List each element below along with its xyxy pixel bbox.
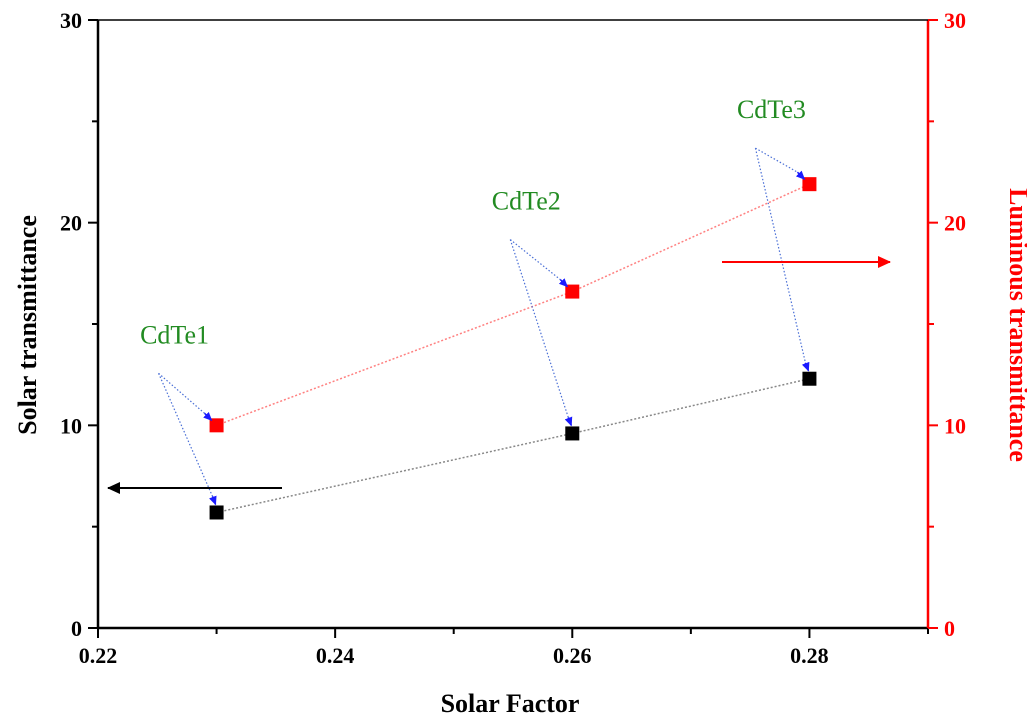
leader-arrow bbox=[801, 361, 810, 372]
x-tick-label: 0.24 bbox=[316, 643, 355, 668]
annotation-label: CdTe2 bbox=[492, 187, 561, 216]
x-axis-title: Solar Factor bbox=[441, 689, 580, 718]
series-line bbox=[216, 377, 810, 514]
leader-line bbox=[754, 148, 807, 363]
leader-line bbox=[158, 373, 214, 497]
y2-tick-label: 0 bbox=[944, 616, 955, 641]
leader-arrow bbox=[795, 170, 806, 180]
leader-line bbox=[158, 372, 205, 414]
plot-frame: 0.22 0.24 0.26 0.28 0 10 20 30 0 10 20 30 bbox=[60, 8, 966, 668]
x-tick-label: 0.28 bbox=[790, 643, 829, 668]
y-tick-label: 0 bbox=[71, 616, 82, 641]
leader-line bbox=[509, 239, 569, 418]
leader-arrow bbox=[209, 495, 217, 506]
data-point bbox=[565, 426, 580, 441]
annotations: CdTe1 CdTe2 CdTe3 bbox=[107, 95, 891, 506]
data-point bbox=[802, 177, 817, 192]
y2-tick-label: 20 bbox=[944, 211, 966, 236]
series-line bbox=[216, 183, 810, 427]
y2-tick-label: 30 bbox=[944, 8, 966, 33]
y-tick-label: 20 bbox=[60, 211, 82, 236]
data-point bbox=[209, 505, 224, 520]
leader-line bbox=[755, 147, 798, 173]
x-tick-label: 0.26 bbox=[553, 643, 592, 668]
y-tick-label: 10 bbox=[60, 413, 82, 438]
y-tick-label: 30 bbox=[60, 8, 82, 33]
leader-arrow bbox=[558, 278, 568, 288]
data-point bbox=[802, 371, 817, 386]
data-points bbox=[209, 177, 817, 520]
series-connectors bbox=[216, 183, 810, 514]
y-axis-title: Solar transmittance bbox=[13, 215, 42, 435]
data-point bbox=[209, 418, 224, 433]
annotation-label: CdTe3 bbox=[737, 95, 806, 124]
data-point bbox=[565, 284, 580, 299]
leader-arrow bbox=[564, 416, 573, 427]
leader-line bbox=[509, 239, 561, 281]
annotation-label: CdTe1 bbox=[140, 320, 209, 349]
y2-tick-label: 10 bbox=[944, 413, 966, 438]
y2-axis-title: Luminous transmittance bbox=[1004, 188, 1027, 462]
leader-arrow bbox=[203, 411, 213, 422]
x-tick-label: 0.22 bbox=[79, 643, 118, 668]
